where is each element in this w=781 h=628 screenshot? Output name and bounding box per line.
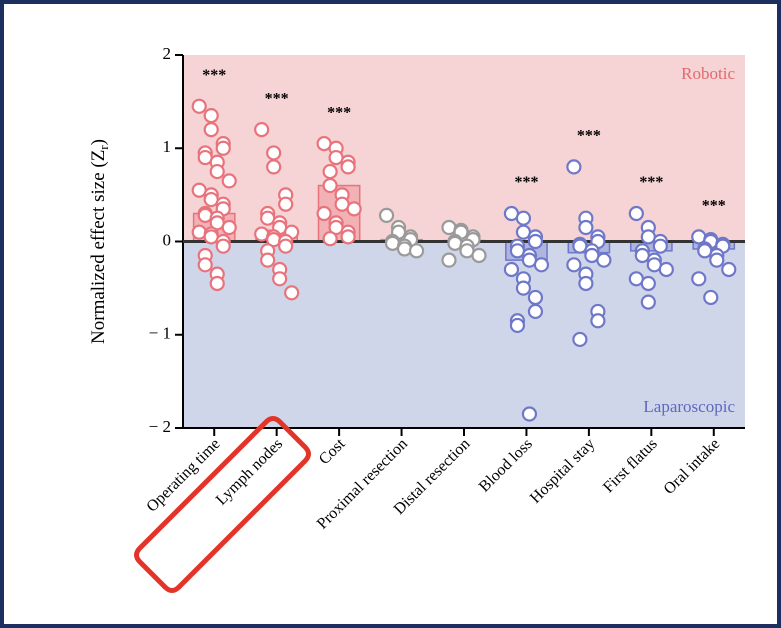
data-point bbox=[340, 229, 356, 245]
y-tick-label: − 1 bbox=[149, 324, 171, 343]
data-point bbox=[640, 275, 656, 292]
data-point bbox=[509, 317, 526, 334]
data-point bbox=[566, 159, 582, 175]
data-point bbox=[266, 145, 282, 161]
y-tick-label: 1 bbox=[163, 137, 172, 156]
data-point bbox=[278, 196, 294, 212]
significance-label: *** bbox=[514, 174, 538, 191]
data-point bbox=[471, 247, 487, 264]
y-tick-label: − 2 bbox=[149, 417, 171, 436]
significance-label: *** bbox=[265, 90, 289, 107]
data-point bbox=[521, 406, 538, 422]
data-point bbox=[278, 238, 294, 254]
significance-label: *** bbox=[577, 128, 601, 145]
data-point bbox=[533, 257, 550, 273]
data-point bbox=[721, 261, 737, 278]
data-point bbox=[640, 294, 656, 310]
data-point bbox=[590, 313, 606, 329]
data-point bbox=[596, 252, 612, 268]
y-axis-label: Normalized effect size (Zr) bbox=[88, 139, 111, 344]
data-point bbox=[578, 275, 594, 292]
data-point bbox=[527, 289, 544, 306]
data-point bbox=[378, 207, 395, 223]
data-point bbox=[221, 173, 237, 189]
data-point bbox=[254, 122, 270, 138]
data-point bbox=[197, 257, 213, 273]
data-point bbox=[260, 252, 276, 268]
data-point bbox=[215, 140, 231, 156]
y-tick-label: 0 bbox=[163, 230, 172, 249]
data-point bbox=[396, 241, 413, 257]
significance-label: *** bbox=[702, 198, 726, 215]
data-point bbox=[408, 243, 425, 259]
data-point bbox=[221, 219, 237, 236]
region-label: Robotic bbox=[681, 64, 735, 83]
data-point bbox=[203, 108, 219, 124]
data-point bbox=[441, 252, 457, 268]
y-axis-label-subscript: r bbox=[96, 145, 111, 150]
data-point bbox=[503, 261, 520, 278]
data-point bbox=[628, 205, 644, 222]
data-point bbox=[652, 238, 668, 254]
data-point bbox=[703, 289, 719, 306]
data-point bbox=[197, 207, 213, 223]
data-point bbox=[527, 303, 544, 320]
y-axis-label-suffix: ) bbox=[88, 139, 109, 145]
data-point bbox=[572, 331, 588, 348]
data-point bbox=[203, 122, 219, 138]
data-point bbox=[566, 257, 582, 273]
y-axis-label-text: Normalized effect size (Z bbox=[88, 150, 109, 344]
data-point bbox=[209, 163, 225, 180]
data-point bbox=[322, 177, 338, 194]
significance-label: *** bbox=[639, 174, 663, 191]
data-point bbox=[272, 271, 288, 287]
region-label: Laparoscopic bbox=[643, 397, 735, 416]
data-point bbox=[322, 163, 338, 180]
data-point bbox=[284, 285, 300, 301]
data-point bbox=[691, 271, 707, 287]
chart: Robotic Laparoscopic − 2 − 1 0 1 2 Normalized e… bbox=[88, 44, 745, 533]
data-point bbox=[215, 238, 231, 254]
data-point bbox=[447, 235, 463, 251]
significance-label: *** bbox=[202, 67, 226, 84]
data-point bbox=[527, 233, 544, 250]
data-point bbox=[515, 210, 532, 226]
data-point bbox=[322, 231, 338, 247]
data-point bbox=[578, 219, 594, 236]
data-point bbox=[709, 252, 725, 268]
data-point bbox=[209, 275, 225, 292]
data-point bbox=[316, 205, 332, 222]
y-tick-label: 2 bbox=[163, 44, 172, 63]
data-point bbox=[346, 201, 362, 217]
data-point bbox=[191, 98, 207, 114]
data-point bbox=[266, 159, 282, 175]
data-point bbox=[515, 280, 532, 296]
data-point bbox=[340, 159, 356, 175]
significance-label: *** bbox=[327, 104, 351, 121]
data-point bbox=[658, 261, 674, 278]
highlight-box bbox=[134, 416, 311, 593]
